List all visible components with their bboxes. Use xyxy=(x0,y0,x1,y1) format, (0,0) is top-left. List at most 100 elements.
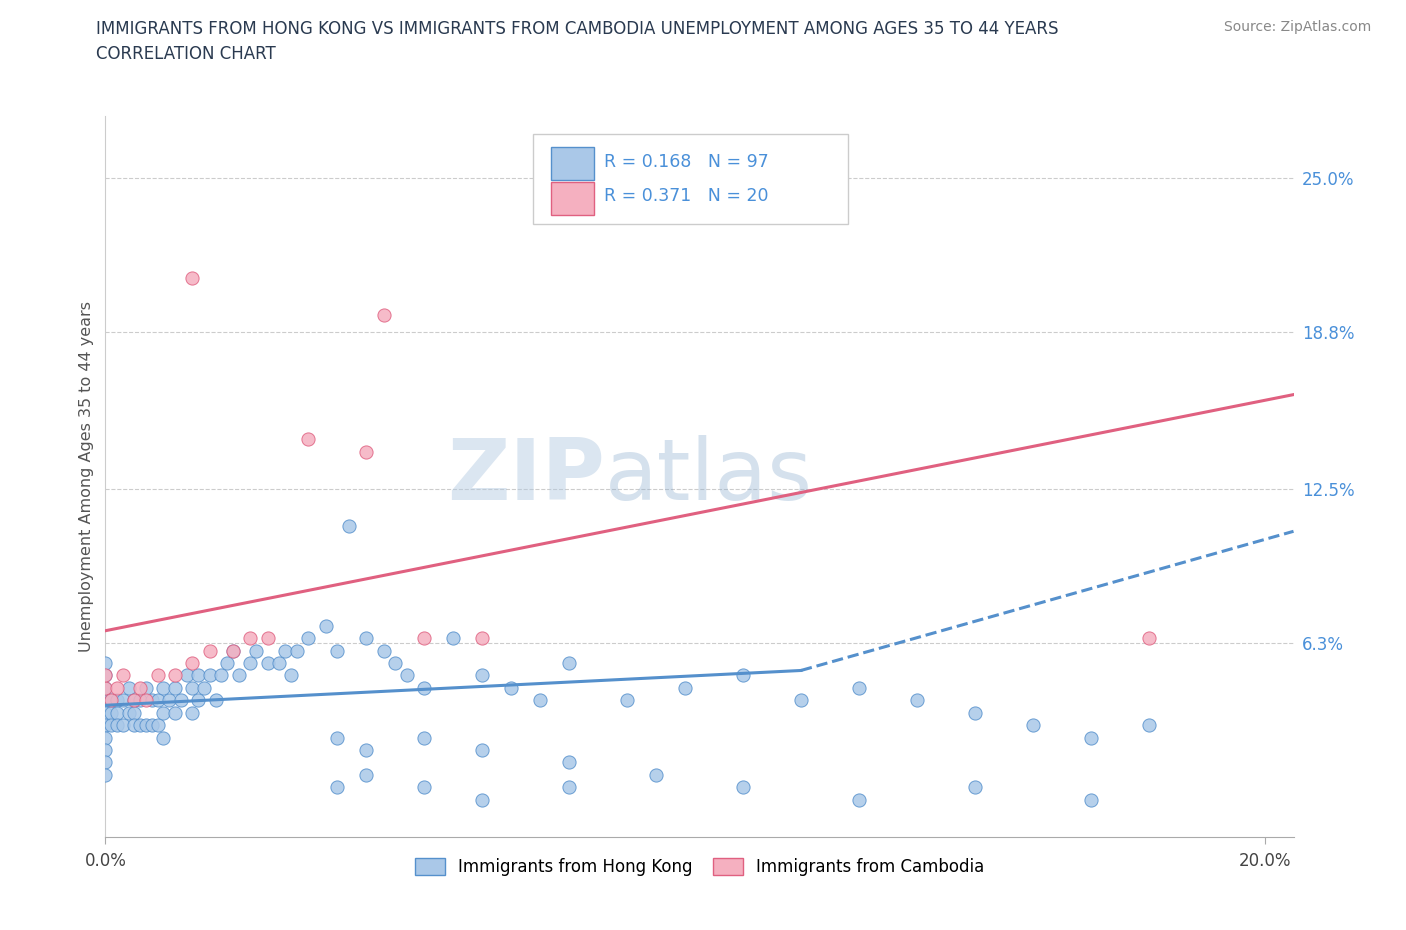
Text: R = 0.168   N = 97: R = 0.168 N = 97 xyxy=(605,153,769,171)
Point xyxy=(181,705,204,720)
Point xyxy=(269,656,291,671)
Point xyxy=(558,780,581,795)
Point xyxy=(337,519,360,534)
Point xyxy=(673,681,696,696)
Point xyxy=(181,656,204,671)
Point xyxy=(152,681,174,696)
Point xyxy=(848,681,870,696)
Point xyxy=(124,718,146,733)
Point xyxy=(790,693,813,708)
Point xyxy=(94,668,117,683)
Point xyxy=(222,644,245,658)
Point xyxy=(105,718,128,733)
Point xyxy=(181,271,204,286)
Point xyxy=(1080,792,1102,807)
Point xyxy=(245,644,267,658)
Point xyxy=(731,780,754,795)
Point xyxy=(146,693,169,708)
Point xyxy=(558,656,581,671)
Point xyxy=(100,718,122,733)
Point xyxy=(285,644,308,658)
Point xyxy=(529,693,551,708)
Point xyxy=(94,681,117,696)
Point xyxy=(297,631,319,645)
Point xyxy=(413,780,436,795)
Text: Source: ZipAtlas.com: Source: ZipAtlas.com xyxy=(1223,20,1371,34)
Point xyxy=(326,730,349,745)
Point xyxy=(280,668,302,683)
Point xyxy=(441,631,464,645)
Point xyxy=(1137,631,1160,645)
FancyBboxPatch shape xyxy=(533,134,848,224)
Point xyxy=(141,693,163,708)
Point xyxy=(94,730,117,745)
Point xyxy=(94,668,117,683)
Point xyxy=(471,631,494,645)
Point xyxy=(170,693,193,708)
Point xyxy=(135,681,157,696)
Point xyxy=(204,693,226,708)
Point xyxy=(157,693,180,708)
Point xyxy=(163,705,186,720)
Point xyxy=(1137,718,1160,733)
Point xyxy=(187,668,209,683)
Point xyxy=(94,656,117,671)
Point xyxy=(413,730,436,745)
Point xyxy=(471,792,494,807)
Point xyxy=(297,432,319,446)
Point xyxy=(94,755,117,770)
Point xyxy=(111,668,134,683)
Point xyxy=(645,767,668,782)
Point xyxy=(146,718,169,733)
Point xyxy=(222,644,245,658)
Text: R = 0.371   N = 20: R = 0.371 N = 20 xyxy=(605,187,769,206)
Point xyxy=(146,668,169,683)
Point xyxy=(501,681,523,696)
Point xyxy=(471,742,494,757)
Point xyxy=(1080,730,1102,745)
Point xyxy=(373,644,395,658)
Point xyxy=(111,693,134,708)
Point xyxy=(1022,718,1045,733)
Point xyxy=(163,668,186,683)
Point xyxy=(471,668,494,683)
Point xyxy=(326,780,349,795)
Point xyxy=(100,693,122,708)
Text: atlas: atlas xyxy=(605,435,813,518)
Point xyxy=(94,742,117,757)
Point xyxy=(94,718,117,733)
Point xyxy=(731,668,754,683)
Point xyxy=(228,668,250,683)
Point xyxy=(100,705,122,720)
Point xyxy=(217,656,239,671)
Point xyxy=(413,631,436,645)
Point xyxy=(256,631,278,645)
Point xyxy=(963,780,986,795)
Point xyxy=(616,693,638,708)
Point xyxy=(94,693,117,708)
Point xyxy=(326,644,349,658)
Point xyxy=(94,705,117,720)
Point xyxy=(124,693,146,708)
FancyBboxPatch shape xyxy=(551,182,593,215)
Point xyxy=(963,705,986,720)
Point xyxy=(187,693,209,708)
Point xyxy=(141,718,163,733)
Point xyxy=(163,681,186,696)
Point xyxy=(373,308,395,323)
Point xyxy=(198,668,221,683)
Point xyxy=(94,767,117,782)
Point xyxy=(152,730,174,745)
Text: CORRELATION CHART: CORRELATION CHART xyxy=(96,45,276,62)
Point xyxy=(905,693,928,708)
Point xyxy=(239,631,262,645)
Point xyxy=(198,644,221,658)
Point xyxy=(315,618,337,633)
Point xyxy=(124,693,146,708)
Point xyxy=(395,668,418,683)
Y-axis label: Unemployment Among Ages 35 to 44 years: Unemployment Among Ages 35 to 44 years xyxy=(79,301,94,652)
Point xyxy=(354,767,377,782)
Point xyxy=(124,705,146,720)
Point xyxy=(558,755,581,770)
Point xyxy=(100,693,122,708)
